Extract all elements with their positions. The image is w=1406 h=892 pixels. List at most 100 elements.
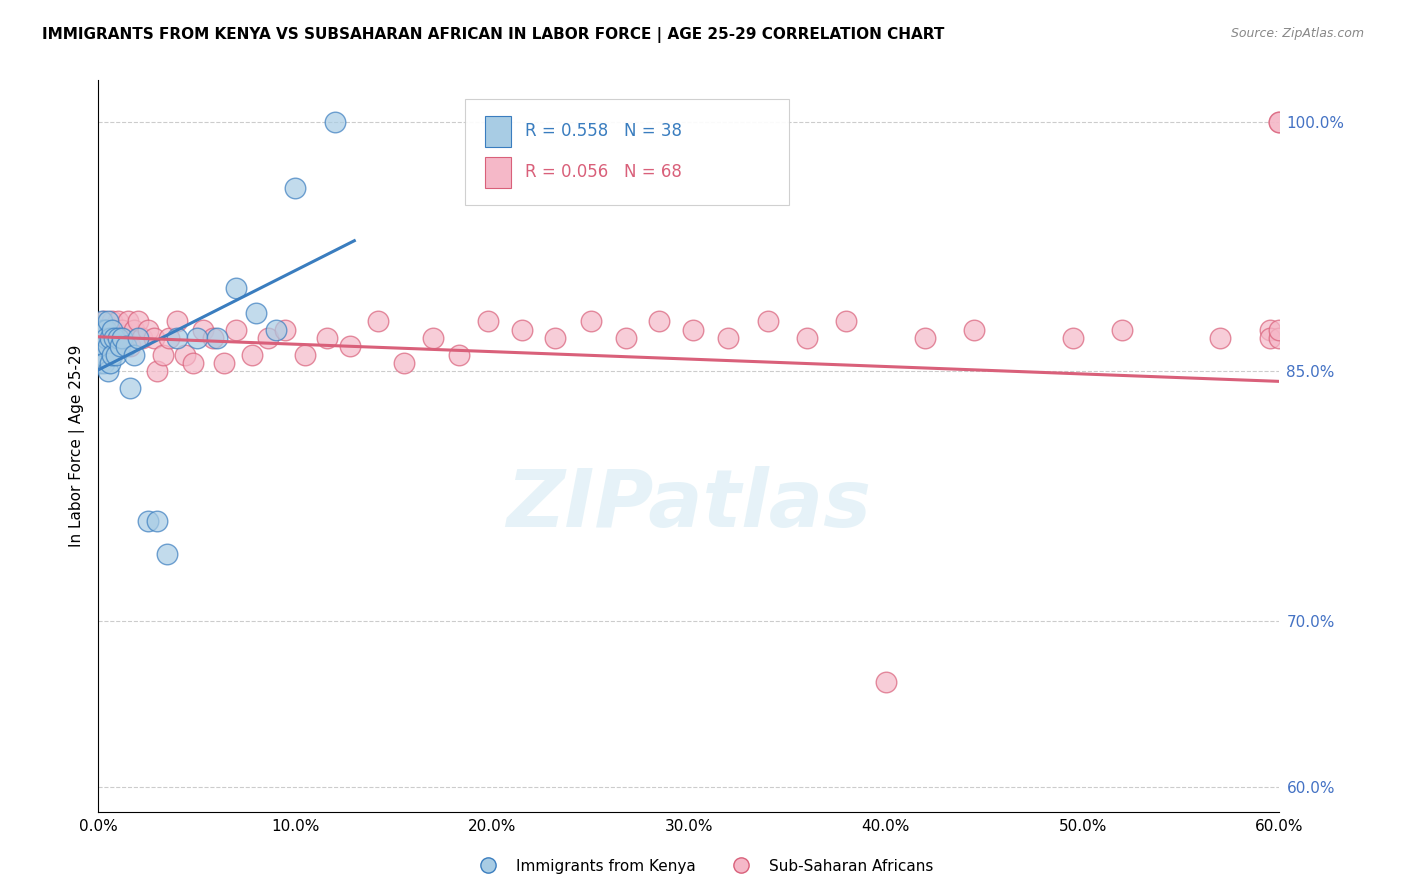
Point [579, 314, 602, 328]
Point [157, 331, 180, 345]
Point [93, 356, 115, 370]
Point [447, 347, 470, 361]
Point [136, 514, 159, 528]
Point [97, 364, 120, 378]
Point [107, 331, 129, 345]
Point [315, 331, 337, 345]
Text: IMMIGRANTS FROM KENYA VS SUBSAHARAN AFRICAN IN LABOR FORCE | AGE 25-29 CORRELATI: IMMIGRANTS FROM KENYA VS SUBSAHARAN AFRI… [42, 27, 945, 43]
Point [89, 323, 111, 337]
Point [115, 339, 138, 353]
Point [96, 323, 118, 337]
Point [93, 339, 115, 353]
Point [240, 347, 263, 361]
Point [1268, 115, 1291, 129]
Point [108, 339, 131, 353]
Point [648, 314, 671, 328]
Point [101, 323, 124, 337]
Text: ZIPatlas: ZIPatlas [506, 466, 872, 543]
Point [339, 339, 361, 353]
Point [111, 323, 134, 337]
Point [796, 331, 818, 345]
Point [717, 331, 740, 345]
Point [963, 323, 986, 337]
Point [152, 347, 174, 361]
Point [103, 331, 125, 345]
Point [1111, 323, 1133, 337]
Point [107, 314, 129, 328]
Point [101, 339, 124, 353]
Point [98, 331, 121, 345]
Point [835, 314, 858, 328]
Point [91, 314, 114, 328]
Point [91, 331, 114, 345]
Point [131, 331, 153, 345]
Point [544, 331, 567, 345]
Point [256, 331, 278, 345]
Point [93, 323, 115, 337]
Bar [485, 157, 510, 188]
Point [1258, 331, 1281, 345]
Point [682, 323, 704, 337]
Point [105, 334, 128, 349]
Point [103, 323, 125, 337]
Point [118, 381, 141, 395]
Point [118, 339, 141, 353]
Point [101, 347, 124, 361]
Point [146, 514, 169, 528]
Point [1258, 323, 1281, 337]
Point [181, 356, 204, 370]
Text: Source: ZipAtlas.com: Source: ZipAtlas.com [1230, 27, 1364, 40]
Point [91, 339, 114, 353]
Point [186, 331, 208, 345]
Point [142, 331, 165, 345]
Point [98, 331, 121, 345]
Y-axis label: In Labor Force | Age 25-29: In Labor Force | Age 25-29 [69, 345, 84, 547]
Point [174, 347, 197, 361]
Point [97, 323, 120, 337]
Point [294, 347, 316, 361]
Point [101, 314, 124, 328]
Point [214, 356, 236, 370]
Point [1160, 853, 1182, 867]
Point [98, 356, 121, 370]
Point [477, 314, 499, 328]
Point [127, 314, 149, 328]
Point [225, 281, 247, 295]
Point [91, 347, 114, 361]
Point [201, 331, 224, 345]
Point [875, 675, 897, 690]
Point [205, 331, 228, 345]
Point [1268, 331, 1291, 345]
Point [1209, 331, 1232, 345]
FancyBboxPatch shape [464, 99, 789, 204]
Point [112, 331, 135, 345]
Point [111, 331, 134, 345]
Point [89, 323, 111, 337]
Text: R = 0.558   N = 38: R = 0.558 N = 38 [524, 122, 682, 140]
Point [89, 339, 111, 353]
Point [156, 547, 179, 561]
Point [914, 331, 936, 345]
Point [245, 306, 267, 320]
Point [1012, 849, 1035, 863]
Point [1062, 331, 1084, 345]
Point [510, 323, 533, 337]
Point [117, 314, 139, 328]
Point [122, 323, 145, 337]
Point [108, 331, 131, 345]
Point [166, 314, 188, 328]
Legend: Immigrants from Kenya, Sub-Saharan Africans: Immigrants from Kenya, Sub-Saharan Afric… [467, 853, 939, 880]
Point [136, 323, 159, 337]
Point [96, 323, 118, 337]
Point [323, 115, 346, 129]
Point [367, 314, 389, 328]
Point [96, 331, 118, 345]
Point [97, 339, 120, 353]
Point [97, 314, 120, 328]
Point [89, 356, 111, 370]
Point [284, 181, 307, 195]
Point [1268, 115, 1291, 129]
Point [127, 331, 149, 345]
Point [122, 347, 145, 361]
Bar [485, 116, 510, 147]
